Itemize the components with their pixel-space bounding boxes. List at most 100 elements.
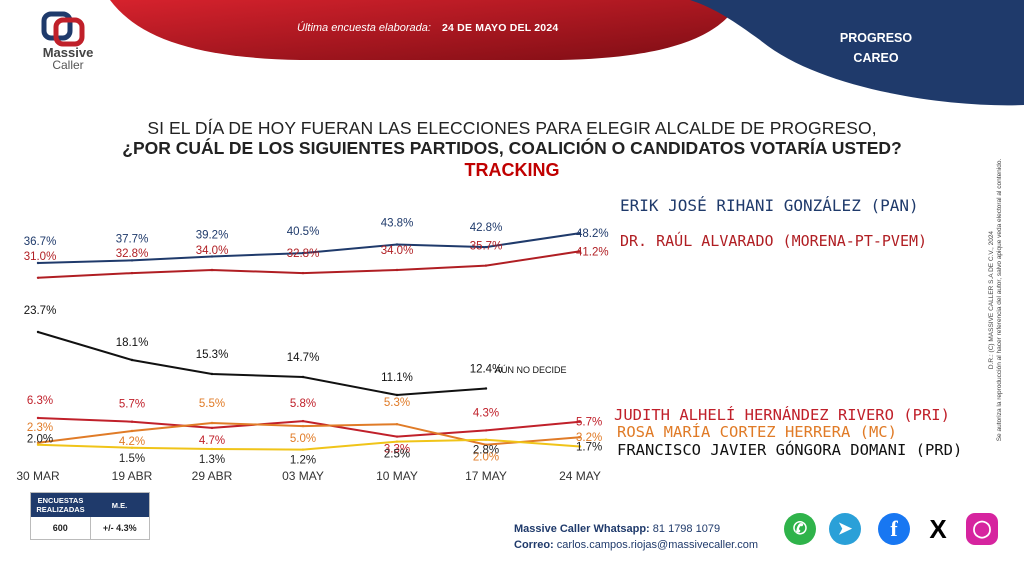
- x-tick-label-2: 29 ABR: [192, 469, 233, 483]
- data-point-1-3: [301, 271, 305, 275]
- data-point-1-2: [210, 268, 214, 272]
- copyright-note: D.R.: (C) MASSIVE CALLER S.A DE C.V., 20…: [988, 159, 1004, 442]
- copyright-line1: D.R.: (C) MASSIVE CALLER S.A DE C.V., 20…: [988, 230, 995, 370]
- data-point-5-4: [395, 440, 399, 443]
- stats-header-margin: M.E.: [111, 500, 128, 510]
- telegram-icon[interactable]: ➤: [829, 513, 861, 545]
- data-point-0-0: [36, 261, 40, 265]
- data-label-3-5: 4.3%: [473, 407, 499, 419]
- data-point-0-6: [578, 231, 582, 235]
- data-label-1-1: 32.8%: [116, 248, 149, 260]
- data-label-2-3: 14.7%: [287, 352, 320, 364]
- data-point-4-3: [301, 424, 305, 428]
- question-line1: SI EL DÍA DE HOY FUERAN LAS ELECCIONES P…: [147, 118, 877, 138]
- data-label-4-1: 4.2%: [119, 436, 145, 448]
- data-label-3-0: 6.3%: [27, 395, 53, 407]
- data-label-4-4: 5.3%: [384, 397, 410, 409]
- data-label-2-5: 12.4%: [470, 364, 503, 376]
- x-tick-label-6: 24 MAY: [559, 469, 601, 483]
- data-point-5-0: [36, 443, 40, 446]
- data-point-2-0: [36, 330, 40, 334]
- data-label-3-4: 3.3%: [384, 444, 410, 456]
- question-line2: ¿POR CUÁL DE LOS SIGUIENTES PARTIDOS, CO…: [122, 138, 902, 158]
- data-label-1-4: 34.0%: [381, 245, 414, 257]
- data-label-3-1: 5.7%: [119, 399, 145, 411]
- data-point-3-5: [484, 429, 488, 432]
- data-label-2-4: 11.1%: [381, 372, 413, 384]
- data-point-4-4: [395, 423, 399, 426]
- data-label-1-6: 41.2%: [576, 246, 609, 258]
- logo-text: Massive Caller: [28, 46, 108, 72]
- data-point-5-6: [578, 445, 582, 448]
- data-point-0-1: [130, 259, 134, 262]
- whatsapp-number[interactable]: 81 1798 1079: [652, 523, 721, 535]
- x-tick-label-1: 19 ABR: [112, 469, 153, 483]
- data-point-1-6: [578, 250, 582, 253]
- data-point-4-0: [36, 441, 40, 444]
- data-point-5-3: [301, 448, 305, 451]
- survey-label: Última encuesta elaborada:: [297, 22, 431, 34]
- data-point-4-5: [484, 443, 488, 446]
- x-icon[interactable]: X: [922, 513, 954, 545]
- copyright-line2: Se autoriza la reproducción al hacer ref…: [996, 158, 1003, 442]
- contact-info: Massive Caller Whatsapp: 81 1798 1079 Co…: [514, 521, 758, 553]
- data-label-4-3: 5.0%: [290, 433, 316, 445]
- survey-date: Última encuesta elaborada: 24 DE MAYO DE…: [297, 22, 558, 34]
- data-point-2-3: [301, 375, 305, 379]
- data-point-3-1: [130, 420, 134, 423]
- corner-title-line2: CAREO: [853, 51, 899, 65]
- data-point-2-5: [484, 387, 488, 390]
- data-point-4-2: [210, 421, 214, 425]
- data-label-0-4: 43.8%: [381, 218, 414, 230]
- data-point-1-4: [395, 268, 399, 272]
- legend-label-3: JUDITH ALHELÍ HERNÁNDEZ RIVERO (PRI): [614, 405, 950, 424]
- data-point-0-3: [301, 251, 305, 255]
- data-label-1-2: 34.0%: [196, 245, 229, 257]
- x-tick-label-4: 10 MAY: [376, 469, 418, 483]
- data-label-5-0: 2.0%: [27, 434, 53, 446]
- facebook-icon[interactable]: f: [878, 513, 910, 545]
- data-point-4-1: [130, 429, 134, 433]
- data-point-0-2: [210, 255, 214, 258]
- x-tick-label-5: 17 MAY: [465, 469, 507, 483]
- whatsapp-icon[interactable]: ✆: [784, 513, 816, 545]
- data-point-3-4: [395, 435, 399, 438]
- data-label-5-5: 2.8%: [473, 445, 499, 457]
- question-tracking: TRACKING: [464, 160, 560, 180]
- email-label: Correo:: [514, 539, 554, 551]
- data-label-5-4: 2.5%: [384, 449, 410, 461]
- data-point-5-1: [130, 446, 134, 449]
- data-point-3-2: [210, 426, 214, 430]
- data-label-0-3: 40.5%: [287, 226, 320, 238]
- x-tick-label-0: 30 MAR: [16, 469, 60, 483]
- legend-label-1: DR. RAÚL ALVARADO (MORENA-PT-PVEM): [620, 231, 927, 250]
- data-label-0-0: 36.7%: [24, 236, 57, 248]
- data-point-0-4: [395, 243, 399, 246]
- survey-stats-table: ENCUESTAS REALIZADAS M.E. 600 +/- 4.3%: [30, 492, 150, 540]
- legend-label-2: AÚN NO DECIDE: [495, 365, 567, 375]
- data-label-0-1: 37.7%: [116, 233, 149, 245]
- massive-caller-logo: [41, 11, 85, 47]
- data-label-4-5: 2.0%: [473, 452, 499, 464]
- corner-title: PROGRESO CAREO: [806, 28, 946, 68]
- corner-title-line1: PROGRESO: [839, 31, 913, 45]
- data-label-5-2: 1.3%: [199, 454, 225, 466]
- data-point-3-0: [36, 416, 40, 420]
- data-point-5-5: [484, 438, 488, 441]
- legend-label-0: ERIK JOSÉ RIHANI GONZÁLEZ (PAN): [620, 196, 919, 215]
- data-label-2-1: 18.1%: [116, 337, 149, 349]
- data-point-3-6: [578, 420, 582, 423]
- data-label-3-2: 4.7%: [199, 435, 225, 447]
- series-line-2: [37, 331, 487, 397]
- data-label-4-0: 2.3%: [27, 422, 53, 434]
- data-label-3-6: 5.7%: [576, 417, 602, 429]
- email-address[interactable]: carlos.campos.riojas@massivecaller.com: [556, 539, 759, 551]
- data-point-2-1: [130, 358, 134, 362]
- data-point-2-2: [210, 372, 214, 376]
- data-label-5-6: 1.7%: [576, 442, 602, 454]
- header-banner: [110, 0, 1024, 106]
- data-point-4-6: [578, 436, 582, 439]
- whatsapp-label: Massive Caller Whatsapp:: [514, 523, 650, 535]
- instagram-icon[interactable]: ◯: [966, 513, 998, 545]
- data-point-1-1: [130, 271, 134, 275]
